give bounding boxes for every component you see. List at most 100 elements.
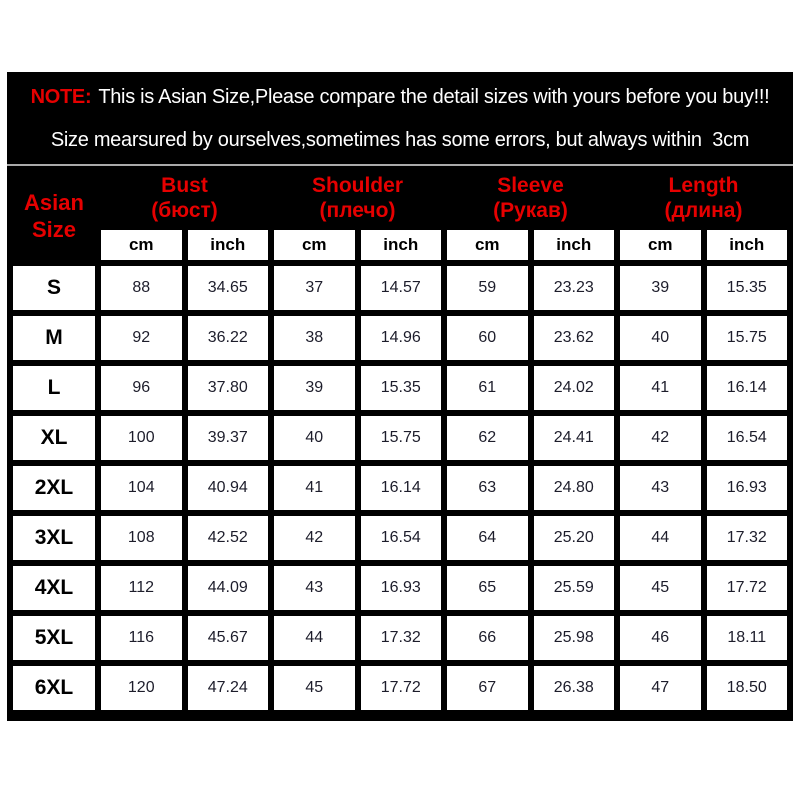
value-cell: 24.02	[533, 366, 614, 410]
value-cell: 47.24	[187, 666, 268, 710]
header-group-shoulder-en: Shoulder	[311, 174, 403, 197]
note-label: NOTE:	[30, 86, 92, 108]
value-cell: 42	[274, 516, 355, 560]
value-cell: 16.93	[706, 466, 787, 510]
value-cell: 25.59	[533, 566, 614, 610]
header-group-shoulder: Shoulder (плечо)	[274, 172, 441, 224]
table-row: 3XL 108 42.52 42 16.54 64 25.20 44 17.32	[13, 516, 787, 560]
size-cell: S	[13, 266, 95, 310]
header-group-sleeve: Sleeve (Рукав)	[447, 172, 614, 224]
size-cell: XL	[13, 416, 95, 460]
value-cell: 25.20	[533, 516, 614, 560]
value-cell: 15.35	[360, 366, 441, 410]
value-cell: 16.14	[706, 366, 787, 410]
value-cell: 16.54	[706, 416, 787, 460]
header-group-length-ru: (длина)	[664, 199, 743, 222]
header-group-sleeve-en: Sleeve	[497, 174, 564, 197]
value-cell: 67	[447, 666, 528, 710]
value-cell: 66	[447, 616, 528, 660]
value-cell: 17.72	[360, 666, 441, 710]
header-group-sleeve-ru: (Рукав)	[493, 199, 568, 222]
value-cell: 17.72	[706, 566, 787, 610]
note-line-2: Size mearsured by ourselves,sometimes ha…	[50, 129, 750, 151]
value-cell: 104	[101, 466, 182, 510]
value-cell: 16.93	[360, 566, 441, 610]
value-cell: 44	[620, 516, 701, 560]
value-cell: 25.98	[533, 616, 614, 660]
table-row: 4XL 112 44.09 43 16.93 65 25.59 45 17.72	[13, 566, 787, 610]
value-cell: 15.75	[706, 316, 787, 360]
value-cell: 92	[101, 316, 182, 360]
table-row: L 96 37.80 39 15.35 61 24.02 41 16.14	[13, 366, 787, 410]
value-cell: 96	[101, 366, 182, 410]
value-cell: 88	[101, 266, 182, 310]
unit-header-cell: cm	[274, 230, 355, 260]
size-table-body: S 88 34.65 37 14.57 59 23.23 39 15.35 M 92 36.22 38 1…	[13, 266, 787, 710]
value-cell: 39	[274, 366, 355, 410]
note-banner: NOTE: This is Asian Size,Please compare t…	[7, 72, 793, 153]
header-group-bust-ru: (бюст)	[151, 199, 218, 222]
value-cell: 34.65	[187, 266, 268, 310]
table-row: S 88 34.65 37 14.57 59 23.23 39 15.35	[13, 266, 787, 310]
table-row: M 92 36.22 38 14.96 60 23.62 40 15.75	[13, 316, 787, 360]
value-cell: 120	[101, 666, 182, 710]
value-cell: 23.23	[533, 266, 614, 310]
value-cell: 37	[274, 266, 355, 310]
table-row: 5XL 116 45.67 44 17.32 66 25.98 46 18.11	[13, 616, 787, 660]
size-cell: 2XL	[13, 466, 95, 510]
value-cell: 59	[447, 266, 528, 310]
value-cell: 36.22	[187, 316, 268, 360]
value-cell: 45.67	[187, 616, 268, 660]
value-cell: 42.52	[187, 516, 268, 560]
value-cell: 14.57	[360, 266, 441, 310]
value-cell: 18.50	[706, 666, 787, 710]
unit-header-cell: inch	[706, 230, 787, 260]
note-text-1: This is Asian Size,Please compare the de…	[98, 86, 770, 108]
value-cell: 62	[447, 416, 528, 460]
value-cell: 116	[101, 616, 182, 660]
unit-header-cell: inch	[533, 230, 614, 260]
value-cell: 43	[274, 566, 355, 610]
table-row: 6XL 120 47.24 45 17.72 67 26.38 47 18.50	[13, 666, 787, 710]
value-cell: 16.14	[360, 466, 441, 510]
header-group-shoulder-ru: (плечо)	[319, 199, 396, 222]
value-cell: 43	[620, 466, 701, 510]
value-cell: 46	[620, 616, 701, 660]
value-cell: 15.75	[360, 416, 441, 460]
value-cell: 17.32	[706, 516, 787, 560]
header-asian-size-line2: Size	[31, 217, 77, 242]
value-cell: 24.80	[533, 466, 614, 510]
header-asian-size-line1: Asian	[24, 190, 84, 215]
value-cell: 63	[447, 466, 528, 510]
value-cell: 100	[101, 416, 182, 460]
size-cell: L	[13, 366, 95, 410]
table-row: XL 100 39.37 40 15.75 62 24.41 42 16.54	[13, 416, 787, 460]
value-cell: 15.35	[706, 266, 787, 310]
value-cell: 41	[620, 366, 701, 410]
value-cell: 45	[620, 566, 701, 610]
unit-header-row: cm inch cm inch cm inch cm inch	[13, 230, 787, 260]
value-cell: 44.09	[187, 566, 268, 610]
unit-header-cell: inch	[187, 230, 268, 260]
value-cell: 65	[447, 566, 528, 610]
size-cell: 4XL	[13, 566, 95, 610]
size-table: Asian Size Bust (бюст) Shoulder (плечо) …	[7, 166, 793, 716]
header-group-length: Length (длина)	[620, 172, 787, 224]
value-cell: 24.41	[533, 416, 614, 460]
value-cell: 16.54	[360, 516, 441, 560]
header-asian-size: Asian Size	[13, 172, 95, 260]
value-cell: 37.80	[187, 366, 268, 410]
header-group-bust: Bust (бюст)	[101, 172, 268, 224]
value-cell: 44	[274, 616, 355, 660]
value-cell: 40.94	[187, 466, 268, 510]
value-cell: 18.11	[706, 616, 787, 660]
header-group-bust-en: Bust	[161, 174, 208, 197]
unit-header-cell: cm	[447, 230, 528, 260]
value-cell: 60	[447, 316, 528, 360]
group-header-row: Asian Size Bust (бюст) Shoulder (плечо) …	[13, 172, 787, 242]
table-row: 2XL 104 40.94 41 16.14 63 24.80 43 16.93	[13, 466, 787, 510]
value-cell: 112	[101, 566, 182, 610]
unit-header-cell: cm	[620, 230, 701, 260]
value-cell: 39	[620, 266, 701, 310]
note-line-1: NOTE: This is Asian Size,Please compare t…	[7, 84, 793, 110]
